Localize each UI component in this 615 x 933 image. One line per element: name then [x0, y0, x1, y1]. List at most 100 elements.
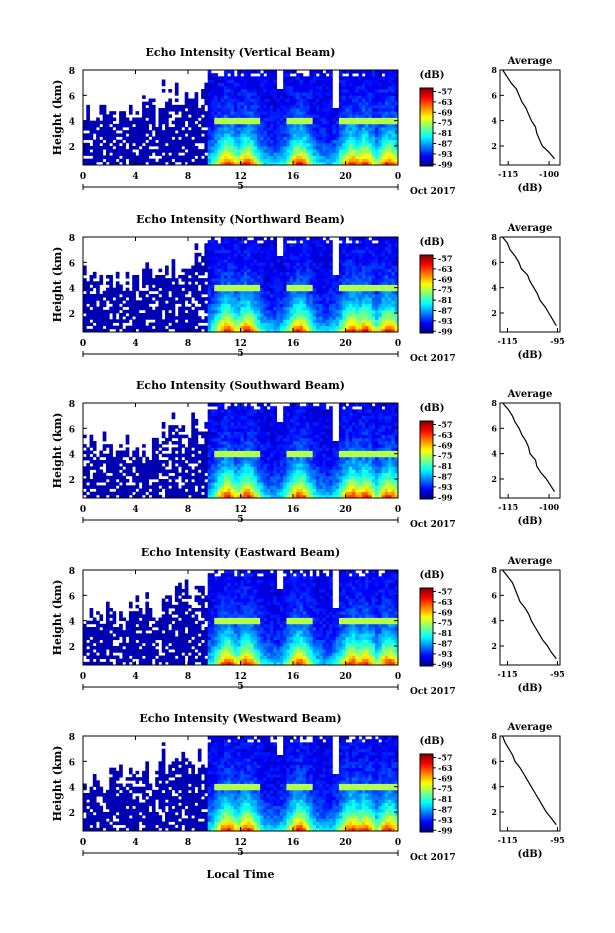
heatmap-cell [204, 83, 208, 87]
heatmap-cell [234, 140, 238, 144]
heatmap-cell [149, 121, 153, 125]
heatmap-cell [355, 80, 359, 84]
heatmap-cell [388, 102, 392, 106]
heatmap-cell [349, 319, 353, 323]
heatmap-cell [303, 250, 307, 254]
heatmap-cell [313, 152, 317, 156]
heatmap-cell [365, 70, 369, 74]
heatmap-cell [339, 83, 343, 87]
heatmap-cell [263, 108, 267, 112]
heatmap-cell [368, 323, 372, 327]
heatmap-cell [234, 99, 238, 103]
heatmap-cell [342, 127, 346, 131]
heatmap-cell [375, 86, 379, 90]
heatmap-cell [250, 143, 254, 147]
heatmap-cell [336, 156, 340, 160]
heatmap-cell [188, 313, 192, 317]
heatmap-cell [145, 476, 149, 480]
heatmap-cell [224, 124, 228, 128]
heatmap-cell [241, 118, 245, 122]
heatmap-cell [152, 288, 156, 292]
heatmap-cell [208, 146, 212, 150]
heatmap-cell [211, 95, 215, 99]
heatmap-cell [329, 95, 333, 99]
heatmap-cell [283, 240, 287, 244]
heatmap-cell [247, 114, 251, 118]
heatmap-cell [339, 159, 343, 163]
heatmap-cell [391, 149, 395, 153]
heatmap-cell [142, 285, 146, 289]
colorbar-tick-label: -87 [438, 305, 452, 315]
heatmap-cell [316, 124, 320, 128]
heatmap-cell [195, 130, 199, 134]
heatmap-cell [323, 285, 327, 289]
heatmap-cell [136, 466, 140, 470]
heatmap-cell [339, 291, 343, 295]
heatmap-cell [175, 89, 179, 93]
heatmap-cell [273, 240, 277, 244]
heatmap-cell [139, 127, 143, 131]
heatmap-cell [211, 80, 215, 84]
heatmap-cell [172, 304, 176, 308]
heatmap-cell [152, 310, 156, 314]
heatmap-cell [241, 243, 245, 247]
heatmap-cell [250, 105, 254, 109]
heatmap-cell [385, 272, 389, 276]
heatmap-cell [293, 313, 297, 317]
heatmap-cell [385, 285, 389, 289]
heatmap-cell [332, 130, 336, 134]
heatmap-cell [208, 266, 212, 270]
heatmap-cell [303, 262, 307, 266]
heatmap-cell [277, 307, 281, 311]
heatmap-cell [119, 140, 123, 144]
heatmap-cell [175, 281, 179, 285]
heatmap-cell [136, 130, 140, 134]
heatmap-cell [286, 294, 290, 298]
heatmap-cell [145, 269, 149, 273]
heatmap-cell [378, 272, 382, 276]
heatmap-cell [385, 80, 389, 84]
heatmap-cell [300, 124, 304, 128]
heatmap-cell [142, 95, 146, 99]
heatmap-cell [391, 275, 395, 279]
heatmap-cell [309, 256, 313, 260]
heatmap-cell [372, 291, 376, 295]
heatmap-cell [323, 89, 327, 93]
heatmap-cell [231, 275, 235, 279]
average-y-tick-label: 4 [491, 283, 497, 293]
heatmap-cell [145, 297, 149, 301]
heatmap-cell [306, 118, 310, 122]
heatmap-cell [388, 89, 392, 93]
heatmap-cell [90, 438, 94, 442]
heatmap-cell [106, 460, 110, 464]
heatmap-cell [309, 247, 313, 251]
heatmap-cell [313, 111, 317, 115]
heatmap-cell [267, 237, 271, 241]
heatmap-cell [158, 307, 162, 311]
heatmap-cell [375, 288, 379, 292]
heatmap-cell [296, 92, 300, 96]
heatmap-cell [372, 275, 376, 279]
heatmap-cell [378, 95, 382, 99]
heatmap-cell [165, 285, 169, 289]
heatmap-cell [372, 262, 376, 266]
heatmap-cell [352, 127, 356, 131]
heatmap-cell [99, 127, 103, 131]
heatmap-cell [168, 278, 172, 282]
heatmap-cell [293, 124, 297, 128]
heatmap-cell [372, 92, 376, 96]
heatmap-cell [116, 285, 120, 289]
heatmap-cell [90, 482, 94, 486]
heatmap-cell [355, 288, 359, 292]
heatmap-cell [136, 288, 140, 292]
heatmap-cell [83, 159, 87, 163]
heatmap-cell [391, 99, 395, 103]
heatmap-cell [263, 310, 267, 314]
heatmap-cell [158, 111, 162, 115]
heatmap-cell [155, 285, 159, 289]
heatmap-cell [142, 159, 146, 163]
heatmap-cell [214, 281, 218, 285]
heatmap-cell [365, 89, 369, 93]
heatmap-cell [368, 307, 372, 311]
heatmap-cell [99, 159, 103, 163]
